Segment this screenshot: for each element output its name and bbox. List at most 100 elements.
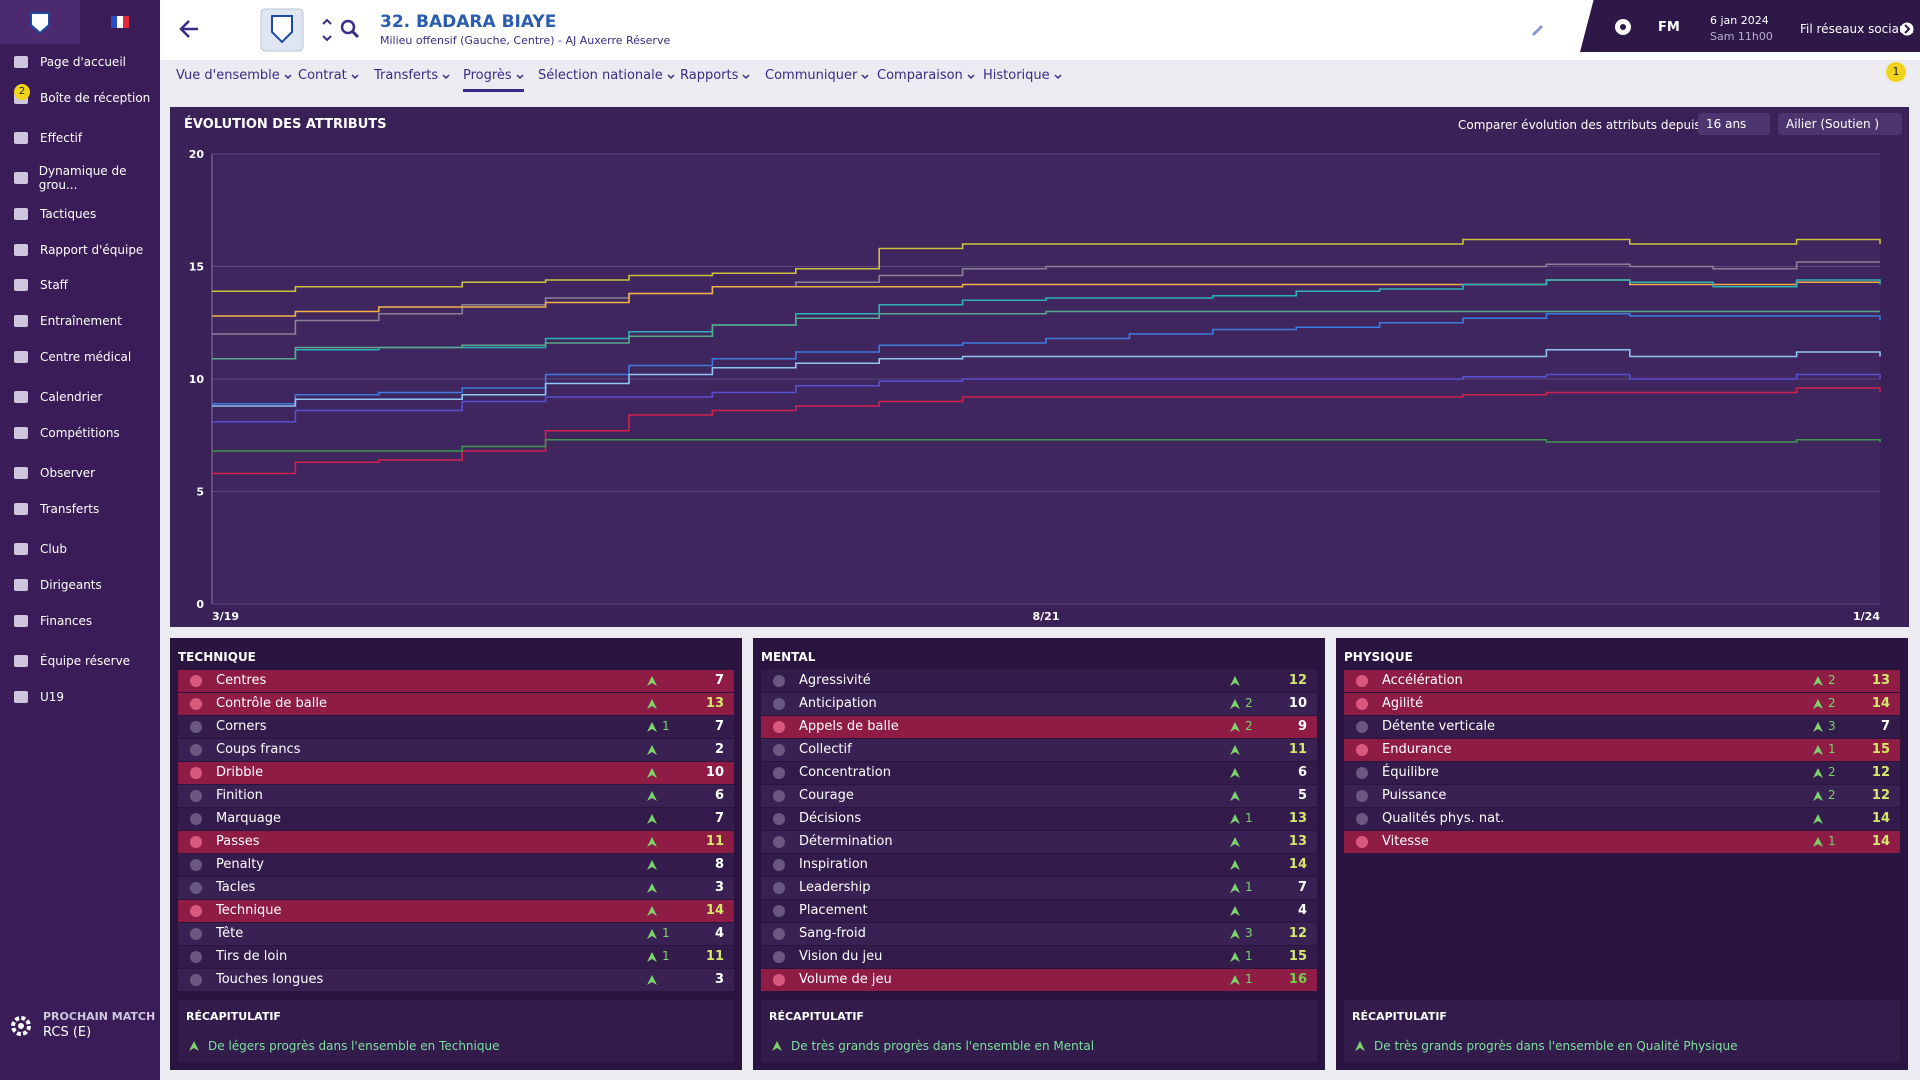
nav-icons[interactable] — [320, 16, 364, 44]
sidebar-label: Équipe réserve — [40, 654, 131, 668]
attribute-row[interactable]: Vitesse 1 14 — [1344, 831, 1900, 853]
age-select[interactable]: 16 ans — [1698, 113, 1770, 135]
attribute-row[interactable]: Contrôle de balle 13 — [178, 693, 734, 715]
sidebar-item[interactable]: Tactiques — [0, 197, 160, 231]
attribute-change: 3 — [1828, 719, 1836, 733]
notification-badge[interactable]: 1 — [1886, 62, 1906, 82]
caret — [516, 74, 524, 80]
attribute-row[interactable]: Technique 14 — [178, 900, 734, 922]
sidebar-item[interactable]: Transferts — [0, 492, 160, 526]
sidebar-item[interactable]: Dirigeants — [0, 568, 160, 602]
sidebar-item[interactable]: Rapport d'équipe — [0, 233, 160, 267]
attribute-row[interactable]: Passes 11 — [178, 831, 734, 853]
attribute-row[interactable]: Penalty 8 — [178, 854, 734, 876]
tab[interactable]: Vue d'ensemble — [176, 68, 292, 83]
attribute-row[interactable]: Anticipation 2 10 — [761, 693, 1317, 715]
arrow — [647, 952, 657, 962]
row-icon — [190, 951, 202, 963]
attribute-change: 1 — [662, 719, 670, 733]
tab[interactable]: Comparaison — [877, 68, 975, 83]
back-button[interactable] — [178, 18, 200, 40]
y-tick-label: 0 — [196, 598, 204, 611]
attribute-row[interactable]: Collectif 11 — [761, 739, 1317, 761]
attribute-change: 1 — [1828, 834, 1836, 848]
sidebar-item[interactable]: Staff — [0, 268, 160, 302]
attribute-row[interactable]: Courage 5 — [761, 785, 1317, 807]
attribute-row[interactable]: Équilibre 2 12 — [1344, 762, 1900, 784]
attribute-row[interactable]: Marquage 7 — [178, 808, 734, 830]
tab[interactable]: Progrès — [463, 68, 524, 92]
attribute-row[interactable]: Agressivité 12 — [761, 670, 1317, 692]
attribute-row[interactable]: Inspiration 14 — [761, 854, 1317, 876]
attribute-value: 13 — [1288, 811, 1307, 826]
sidebar-item[interactable]: Effectif — [0, 121, 160, 155]
attribute-name: Placement — [799, 903, 868, 918]
settings-icon[interactable] — [10, 1015, 32, 1037]
social-feed[interactable]: Fil réseaux sociaux — [1800, 22, 1914, 36]
attribute-change: 2 — [1245, 719, 1253, 733]
sidebar-item[interactable]: Équipe réserve — [0, 644, 160, 678]
attribute-row[interactable]: Placement 4 — [761, 900, 1317, 922]
club-tab[interactable] — [0, 0, 80, 44]
attribute-row[interactable]: Puissance 2 12 — [1344, 785, 1900, 807]
attribute-row[interactable]: Appels de balle 2 9 — [761, 716, 1317, 738]
attribute-row[interactable]: Concentration 6 — [761, 762, 1317, 784]
sidebar-item[interactable]: U19 — [0, 680, 160, 714]
nation-tab[interactable] — [80, 0, 160, 44]
sidebar-item[interactable]: Dynamique de grou... — [0, 161, 160, 195]
attribute-row[interactable]: Sang-froid 3 12 — [761, 923, 1317, 945]
attribute-row[interactable]: Détermination 13 — [761, 831, 1317, 853]
sidebar-item[interactable]: Calendrier — [0, 380, 160, 414]
attribute-row[interactable]: Centres 7 — [178, 670, 734, 692]
sidebar-item[interactable]: Finances — [0, 604, 160, 638]
edit-icon[interactable] — [1530, 22, 1544, 36]
tab[interactable]: Sélection nationale — [538, 68, 675, 83]
row-icon — [190, 698, 202, 710]
attribute-row[interactable]: Agilité 2 14 — [1344, 693, 1900, 715]
sidebar-item[interactable]: Compétitions — [0, 416, 160, 450]
tab-caret — [351, 74, 359, 80]
tab[interactable]: Rapports — [680, 68, 750, 83]
sidebar-item[interactable]: Entraînement — [0, 304, 160, 338]
attribute-row[interactable]: Tête 1 4 — [178, 923, 734, 945]
sidebar-label: Finances — [40, 614, 93, 628]
icon-circle — [190, 951, 202, 963]
attribute-row[interactable]: Endurance 1 15 — [1344, 739, 1900, 761]
attribute-row[interactable]: Décisions 1 13 — [761, 808, 1317, 830]
attribute-row[interactable]: Touches longues 3 — [178, 969, 734, 991]
attribute-row[interactable]: Volume de jeu 1 16 — [761, 969, 1317, 991]
attribute-row[interactable]: Corners 1 7 — [178, 716, 734, 738]
attribute-row[interactable]: Finition 6 — [178, 785, 734, 807]
sidebar-item[interactable]: Centre médical — [0, 340, 160, 374]
sidebar-item[interactable]: Page d'accueil — [0, 45, 160, 79]
sidebar-item[interactable]: Observer — [0, 456, 160, 490]
tab[interactable]: Communiquer — [765, 68, 869, 83]
attribute-row[interactable]: Accélération 2 13 — [1344, 670, 1900, 692]
header: 32. BADARA BIAYE Milieu offensif (Gauche… — [160, 0, 1920, 82]
attribute-row[interactable]: Coups francs 2 — [178, 739, 734, 761]
tab-caret — [516, 74, 524, 80]
attribute-row[interactable]: Tacles 3 — [178, 877, 734, 899]
attribute-row[interactable]: Tirs de loin 1 11 — [178, 946, 734, 968]
attribute-name: Sang-froid — [799, 926, 866, 941]
row-icon — [773, 859, 785, 871]
row-icon — [773, 928, 785, 940]
attribute-row[interactable]: Détente verticale 3 7 — [1344, 716, 1900, 738]
attribute-row[interactable]: Vision du jeu 1 15 — [761, 946, 1317, 968]
brand[interactable]: FM — [1658, 20, 1680, 35]
social-arrow[interactable] — [1900, 22, 1914, 36]
attribute-row[interactable]: Qualités phys. nat. 14 — [1344, 808, 1900, 830]
tab[interactable]: Historique — [983, 68, 1062, 83]
sidebar-item[interactable]: Club — [0, 532, 160, 566]
tab[interactable]: Transferts — [374, 68, 450, 83]
next-match[interactable]: RCS (E) — [43, 1025, 92, 1040]
sidebar-icon — [14, 132, 28, 144]
tab-caret — [442, 74, 450, 80]
attribute-row[interactable]: Dribble 10 — [178, 762, 734, 784]
ball-icon[interactable] — [1614, 18, 1632, 36]
role-select[interactable]: Ailier (Soutien ) — [1778, 113, 1902, 135]
club-crest — [30, 12, 50, 35]
attribute-row[interactable]: Leadership 1 7 — [761, 877, 1317, 899]
tab[interactable]: Contrat — [298, 68, 359, 83]
icon-circle — [190, 721, 202, 733]
